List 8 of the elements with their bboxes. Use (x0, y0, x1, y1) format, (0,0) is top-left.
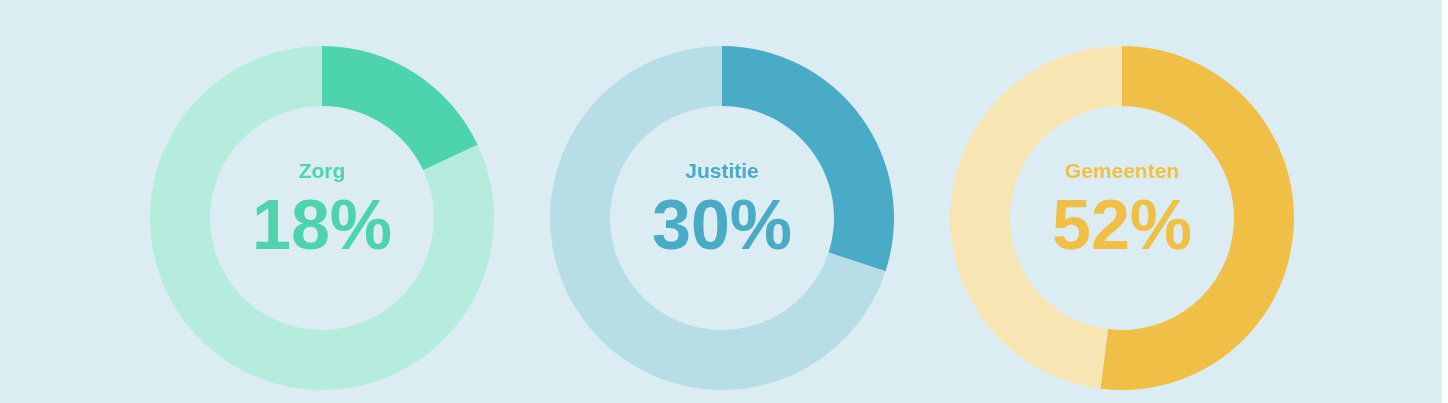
data-label: 52% (1051, 186, 1193, 264)
slice-label: Zorg (298, 159, 346, 182)
slice-label: Justitie (685, 159, 759, 182)
donut-slice (150, 46, 494, 390)
slice-label: Gemeenten (1064, 159, 1180, 182)
data-label: 18% (251, 186, 393, 264)
donut-slice (550, 46, 886, 390)
data-label: 30% (651, 186, 793, 264)
